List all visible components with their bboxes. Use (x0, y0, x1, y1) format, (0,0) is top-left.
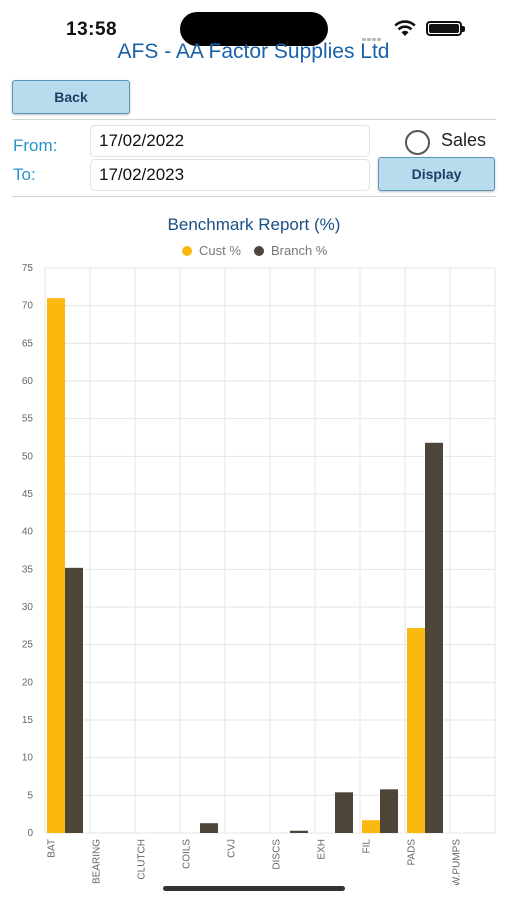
y-tick-label: 35 (22, 564, 34, 575)
to-label: To: (13, 165, 36, 184)
wifi-icon (394, 20, 416, 36)
legend-swatch (182, 246, 192, 256)
x-tick-label: FIL (362, 839, 373, 854)
display-button[interactable]: Display (378, 157, 495, 191)
x-tick-label: DISCS (272, 839, 283, 870)
y-tick-label: 30 (22, 602, 34, 613)
sales-radio-label[interactable]: Sales (441, 130, 487, 150)
chart-bars (47, 298, 443, 834)
y-tick-label: 55 (22, 414, 34, 425)
legend-swatch (254, 246, 264, 256)
battery-icon (426, 21, 465, 36)
bar-branch-coils (200, 823, 218, 833)
y-tick-label: 45 (22, 489, 34, 500)
bar-branch-bat (65, 567, 83, 833)
x-tick-label: CVJ (227, 839, 238, 858)
sales-radio[interactable] (405, 130, 430, 155)
y-tick-label: 15 (22, 715, 34, 726)
bar-cust-pads (407, 628, 425, 833)
back-button[interactable]: Back (12, 80, 130, 114)
y-tick-label: 60 (22, 376, 34, 387)
y-tick-label: 25 (22, 640, 34, 651)
y-tick-label: 50 (22, 451, 34, 462)
y-axis: 0 5 10 15 20 25 30 35 40 45 50 55 60 65 70 75 (22, 263, 34, 839)
y-tick-label: 0 (27, 828, 33, 839)
y-tick-label: 65 (22, 338, 34, 349)
y-tick-label: 20 (22, 677, 34, 688)
from-label: From: (13, 136, 58, 155)
from-date-input[interactable]: 17/02/2022 (90, 125, 370, 157)
benchmark-chart: Benchmark Report (%) Cust % Branch % 0 5 10… (22, 215, 496, 885)
bar-branch-exh (335, 792, 353, 833)
chart-grid (44, 267, 496, 834)
x-tick-label: PADS (407, 839, 418, 866)
chart-legend: Cust % Branch % (182, 243, 328, 258)
x-axis: BAT BEARING CLUTCH COILS CVJ DISCS EXH FIL PADS W… (47, 839, 463, 885)
bar-branch-pads (425, 442, 443, 833)
divider (12, 196, 496, 197)
x-tick-label: EXH (317, 839, 328, 860)
x-tick-label: W.PUMPS (452, 839, 463, 885)
bar-cust-fil (362, 820, 380, 833)
bar-branch-fil (380, 789, 398, 833)
x-tick-label: BEARING (92, 839, 103, 884)
y-tick-label: 40 (22, 527, 34, 538)
x-tick-label: COILS (182, 839, 193, 869)
cellular-signal-icon (362, 28, 386, 41)
y-tick-label: 10 (22, 753, 34, 764)
divider (12, 119, 496, 120)
y-tick-label: 70 (22, 301, 34, 312)
dynamic-island (180, 12, 328, 46)
app-title: AFS - AA Factor Supplies Ltd (117, 40, 390, 63)
x-tick-label: CLUTCH (137, 839, 148, 880)
status-bar: 13:58 (0, 0, 507, 46)
home-indicator (163, 886, 345, 891)
y-tick-label: 75 (22, 263, 34, 274)
status-time: 13:58 (66, 19, 118, 40)
to-date-input[interactable]: 17/02/2023 (90, 159, 370, 191)
y-tick-label: 5 (27, 790, 33, 801)
bar-cust-bat (47, 298, 65, 834)
chart-title: Benchmark Report (%) (168, 215, 341, 234)
legend-label: Cust % (199, 243, 241, 258)
x-tick-label: BAT (47, 839, 58, 858)
legend-label: Branch % (271, 243, 328, 258)
bar-branch-discs (290, 830, 308, 833)
